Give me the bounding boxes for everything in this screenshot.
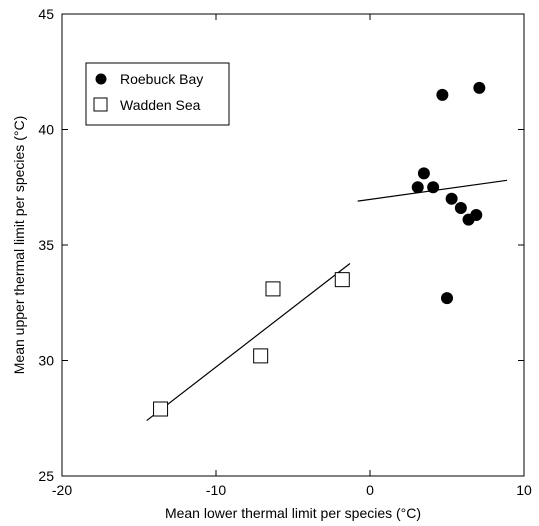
y-tick-label-4: 45 — [38, 6, 54, 22]
point-series-1-1 — [253, 348, 269, 364]
legend-marker-wadden-sea — [93, 97, 108, 112]
x-tick-label-1: -10 — [206, 482, 226, 498]
legend-box — [85, 62, 230, 126]
point-series-1-2 — [265, 281, 281, 297]
y-tick-label-1: 30 — [38, 353, 54, 369]
point-series-0-0 — [411, 181, 424, 194]
fit-lines — [146, 179, 508, 422]
legend-label-roebuck-bay: Roebuck Bay — [120, 71, 203, 87]
point-series-0-3 — [436, 88, 449, 101]
point-series-0-5 — [445, 192, 458, 205]
point-series-0-1 — [417, 167, 430, 180]
x-tick-label-3: 10 — [516, 482, 532, 498]
axis-ticks: -20 -10 0 10 25 30 35 40 45 — [38, 6, 532, 498]
legend-label-wadden-sea: Wadden Sea — [120, 97, 201, 113]
legend: Roebuck Bay Wadden Sea — [85, 62, 230, 126]
legend-marker-roebuck-bay — [95, 73, 107, 85]
point-series-0-2 — [427, 181, 440, 194]
point-series-0-8 — [470, 208, 483, 221]
x-tick-label-0: -20 — [52, 482, 72, 498]
y-tick-label-0: 25 — [38, 468, 54, 484]
point-series-1-0 — [153, 401, 169, 417]
point-series-0-9 — [473, 81, 486, 94]
fit-line-series-1 — [146, 263, 351, 422]
y-tick-label-3: 40 — [38, 122, 54, 138]
data-points — [153, 81, 486, 417]
point-series-0-4 — [441, 292, 453, 305]
x-tick-label-2: 0 — [366, 482, 374, 498]
point-series-1-3 — [334, 272, 350, 288]
point-series-0-6 — [454, 202, 467, 215]
y-axis-label: Mean upper thermal limit per species (°C… — [11, 116, 27, 374]
x-axis-label: Mean lower thermal limit per species (°C… — [165, 505, 421, 521]
y-tick-label-2: 35 — [38, 237, 54, 253]
